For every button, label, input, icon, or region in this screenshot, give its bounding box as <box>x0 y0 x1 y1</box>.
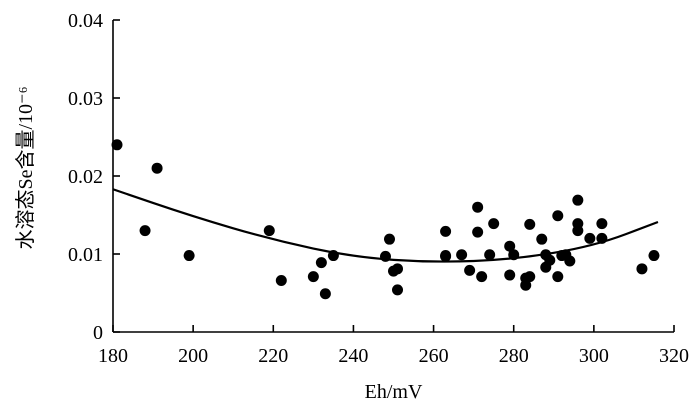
data-point <box>307 271 319 283</box>
data-point <box>520 279 532 291</box>
data-point <box>564 255 576 267</box>
data-points <box>111 139 660 300</box>
data-point <box>139 225 151 237</box>
data-point <box>315 257 327 269</box>
data-point <box>524 218 536 230</box>
y-tick-label: 0.04 <box>68 10 103 32</box>
x-tick-label: 240 <box>338 345 368 367</box>
x-tick-label: 320 <box>659 345 689 367</box>
data-point <box>472 226 484 238</box>
data-point <box>488 218 500 230</box>
data-point <box>111 139 123 151</box>
data-point <box>572 225 584 237</box>
data-point <box>484 249 496 261</box>
x-tick-label: 300 <box>579 345 609 367</box>
data-point <box>440 250 452 262</box>
y-axis-title: 水溶态Se含量/10⁻⁶ <box>14 86 37 249</box>
x-tick-label: 200 <box>178 345 208 367</box>
x-tick-label: 280 <box>499 345 529 367</box>
data-point <box>327 250 339 262</box>
data-point <box>508 249 520 261</box>
data-point <box>464 264 476 276</box>
data-point <box>504 240 516 252</box>
data-point <box>476 271 488 283</box>
data-point <box>524 271 536 283</box>
x-axis-title: Eh/mV <box>365 381 423 403</box>
data-point <box>383 233 395 245</box>
axes <box>112 20 674 333</box>
x-tick-label: 220 <box>258 345 288 367</box>
data-point <box>536 233 548 245</box>
data-point <box>636 263 648 275</box>
data-point <box>183 250 195 262</box>
data-point <box>552 210 564 222</box>
data-point <box>263 225 275 237</box>
data-point <box>596 218 608 230</box>
y-tick-label: 0.02 <box>68 166 103 188</box>
data-point <box>544 254 556 266</box>
data-point <box>552 271 564 283</box>
data-point <box>319 288 331 300</box>
x-tick-label: 260 <box>419 345 449 367</box>
data-point <box>392 263 404 275</box>
data-point <box>572 194 584 206</box>
data-point <box>584 232 596 244</box>
y-tick-label: 0.03 <box>68 88 103 110</box>
data-point <box>504 269 516 281</box>
data-point <box>275 275 287 287</box>
axis-ticks: 180 200 220 240 260 280 300 320 0 0.01 0.02 0.03 0.0… <box>68 10 689 367</box>
data-point <box>456 249 468 261</box>
data-point <box>151 162 163 174</box>
data-point <box>472 201 484 213</box>
data-point <box>648 250 660 262</box>
y-tick-label: 0 <box>93 322 103 344</box>
data-point <box>392 284 404 296</box>
y-tick-label: 0.01 <box>68 244 103 266</box>
data-point <box>596 232 608 244</box>
data-point <box>379 250 391 262</box>
x-tick-label: 180 <box>98 345 128 367</box>
data-point <box>440 225 452 237</box>
